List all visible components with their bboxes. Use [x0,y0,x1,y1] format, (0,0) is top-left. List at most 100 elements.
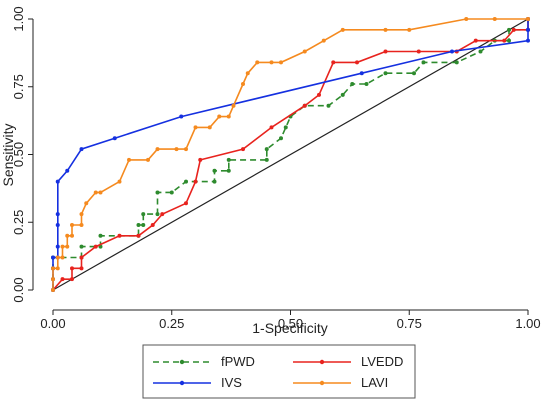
data-point-lavi [93,190,98,195]
x-tick-label: 1.00 [515,316,540,331]
legend-label-ivs: IVS [221,375,242,390]
data-point-lvedd [241,147,245,152]
data-point-lvedd [269,125,274,130]
data-point-fpwd [279,136,283,141]
data-point-fpwd [98,233,103,238]
data-point-ivs [51,255,55,260]
data-point-fpwd [264,157,269,162]
x-tick-label: 0.50 [278,316,303,331]
data-point-lvedd [150,222,155,227]
data-point-fpwd [507,27,511,32]
data-point-lavi [55,255,60,260]
data-point-lvedd [160,212,165,217]
x-tick-label: 0.25 [159,316,184,331]
legend-item-fpwd: fPWD [153,354,255,369]
data-point-lavi [70,233,74,238]
data-point-ivs [79,147,84,152]
data-point-lavi [255,60,260,65]
data-point-fpwd [264,147,269,152]
data-point-fpwd [141,212,146,217]
data-point-lavi [340,27,345,32]
data-point-lvedd [355,60,359,65]
data-point-fpwd [79,244,84,249]
axes: 0.00 0.25 0.50 0.75 1.00 0.00 0.25 0.50 0.75 1.00 [11,6,541,331]
series-lavi [51,17,530,292]
legend-box [142,344,416,399]
data-point-lavi [279,60,283,65]
data-point-lavi [241,82,245,87]
data-point-lvedd [70,277,74,282]
data-point-lavi [98,190,103,195]
data-point-lvedd [79,255,84,260]
data-point-lavi [207,125,212,130]
data-point-lavi [51,288,55,292]
data-point-lavi [65,233,70,238]
data-point-fpwd [454,60,459,65]
data-point-lavi [127,157,131,162]
data-point-ivs [526,38,530,43]
data-point-fpwd [340,92,345,97]
data-point-ivs [65,168,70,173]
data-point-lvedd [60,277,65,282]
data-point-lavi [51,277,55,282]
data-point-ivs [55,212,60,217]
y-tick-label: 0.75 [11,74,26,99]
data-point-fpwd [350,82,355,87]
data-point-fpwd [478,49,483,54]
data-point-lvedd [317,92,321,97]
data-point-lvedd [383,49,388,54]
data-point-ivs [112,136,117,141]
data-point-fpwd [226,157,231,162]
y-tick-label: 1.00 [11,6,26,31]
data-point-lvedd [331,60,336,65]
data-point-ivs [179,114,184,119]
data-point-lavi [174,147,179,152]
data-point-fpwd [155,212,160,217]
legend-label-lavi: LAVI [361,375,388,390]
data-point-lavi [79,212,84,217]
legend-marker-lvedd [319,359,325,365]
data-point-lavi [117,179,122,184]
reference-line-group [52,18,529,291]
data-point-lavi [492,17,497,21]
x-tick-label: 0.75 [397,316,422,331]
y-axis-title: Sensitivity [0,123,16,186]
data-point-fpwd [184,179,188,184]
data-point-lvedd [117,233,122,238]
x-axis-title: 1-Specificity [252,320,327,336]
data-point-lavi [193,125,198,130]
legend-marker-fpwd [179,359,185,365]
data-point-lavi [302,49,307,54]
series-line-lvedd [52,19,529,291]
data-point-fpwd [169,190,174,195]
data-point-lavi [321,38,326,43]
data-point-fpwd [326,103,331,108]
data-point-fpwd [364,82,369,87]
reference-diagonal [52,18,529,291]
data-point-lvedd [93,244,98,249]
data-point-lvedd [302,103,307,108]
data-point-fpwd [155,190,160,195]
legend-marker-lavi [319,380,325,386]
data-point-lavi [226,114,231,119]
data-point-lavi [526,17,530,21]
data-point-lavi [84,201,89,206]
data-point-lavi [79,222,84,227]
legend-item-lavi: LAVI [293,375,388,390]
data-point-lavi [407,27,412,32]
legend-item-ivs: IVS [153,375,242,390]
data-point-lavi [464,17,469,21]
data-point-fpwd [421,60,426,65]
data-point-lvedd [184,201,188,206]
data-point-lavi [70,222,74,227]
data-point-lavi [55,266,60,271]
data-point-ivs [359,71,364,76]
data-point-ivs [55,179,60,184]
data-point-lavi [60,255,65,260]
data-point-lavi [155,147,160,152]
y-tick-label: 0.00 [11,277,26,302]
data-point-lvedd [473,38,478,43]
data-point-lavi [65,244,70,249]
x-tick-label: 0.00 [40,316,65,331]
